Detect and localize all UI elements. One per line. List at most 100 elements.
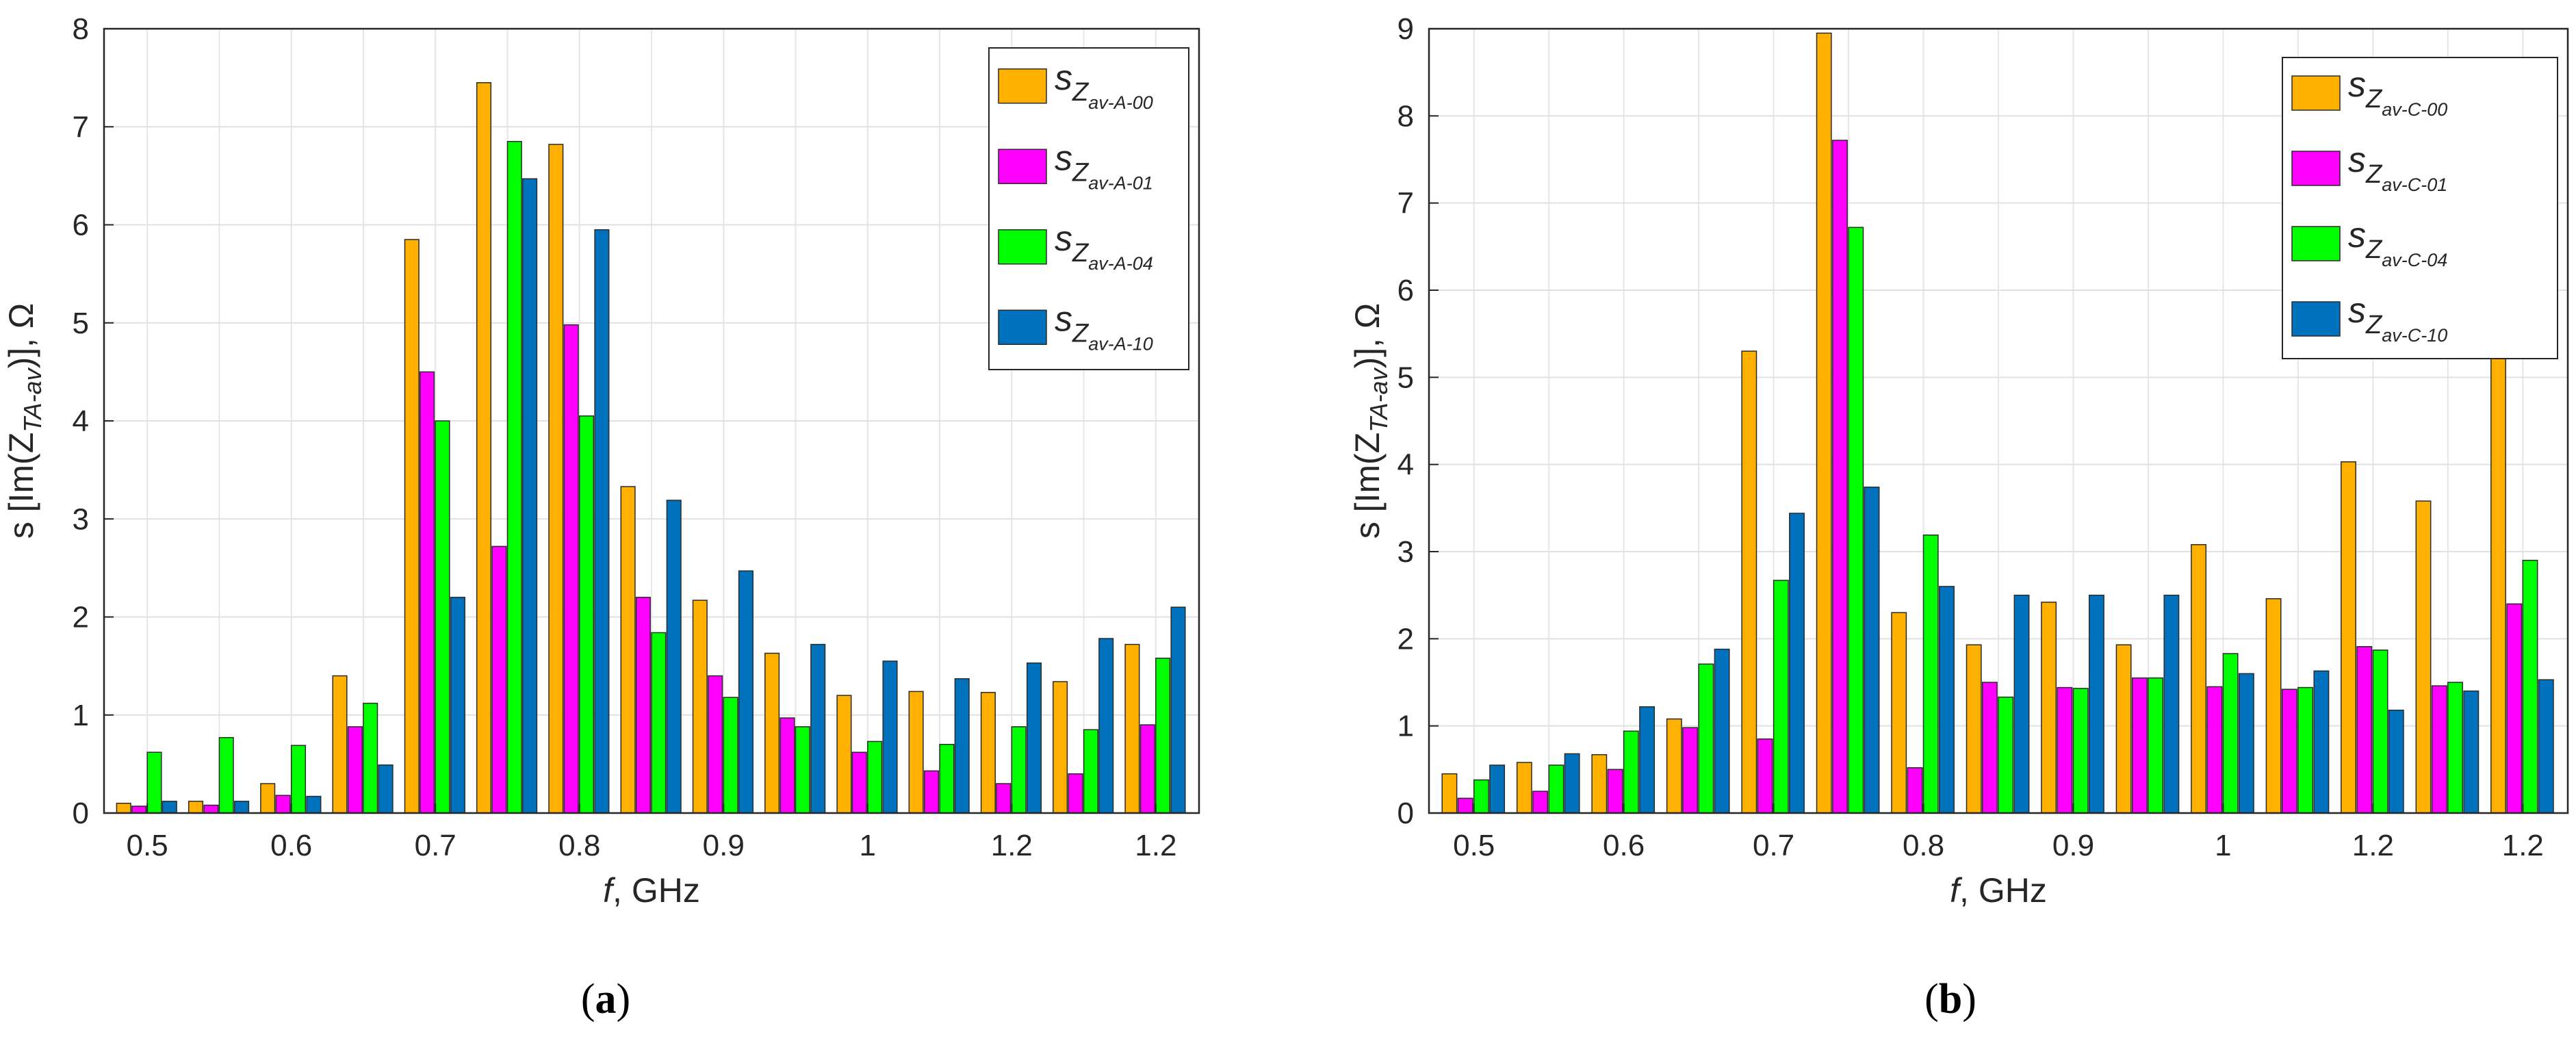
- x-tick-label: 0.8: [558, 829, 600, 862]
- bar: [1789, 513, 1805, 814]
- bar: [1773, 580, 1789, 814]
- bar: [738, 570, 754, 814]
- y-tick-label: 6: [1398, 274, 1414, 307]
- bar: [2447, 682, 2463, 814]
- bar: [450, 597, 465, 814]
- bar: [491, 545, 507, 814]
- bar: [908, 691, 924, 814]
- bar: [1639, 706, 1656, 814]
- y-axis-label: s [Im(ZTA-av)], Ω: [2, 303, 47, 539]
- bar: [1489, 764, 1506, 814]
- y-tick-label: 7: [73, 110, 89, 144]
- bar: [1966, 644, 1982, 814]
- bar: [522, 178, 538, 814]
- y-tick-label: 0: [73, 797, 89, 830]
- x-tick-label: 0.5: [127, 829, 168, 862]
- bar: [1548, 764, 1564, 814]
- y-tick-label: 5: [1398, 361, 1414, 394]
- y-tick-label: 5: [73, 307, 89, 340]
- legend-swatch: [2291, 301, 2341, 337]
- bar: [578, 415, 595, 814]
- bar: [1907, 767, 1923, 814]
- bar: [764, 652, 780, 814]
- bar: [1714, 648, 1730, 814]
- bar: [2372, 649, 2388, 814]
- bar: [404, 239, 420, 814]
- bar: [1068, 773, 1083, 814]
- bar: [2191, 544, 2207, 814]
- bar: [2115, 644, 2132, 814]
- bar: [851, 751, 867, 814]
- x-tick-label: 0.6: [1603, 829, 1645, 862]
- bar: [146, 751, 162, 814]
- y-tick-label: 9: [1398, 12, 1414, 46]
- bar: [2148, 677, 2164, 814]
- axes-frame: [1428, 27, 2569, 814]
- panel-caption: (b): [1924, 976, 1976, 1022]
- bar: [2538, 679, 2554, 814]
- y-tick-label: 0: [1398, 797, 1414, 830]
- bar: [1532, 790, 1549, 814]
- bar: [692, 600, 708, 814]
- bar: [1832, 140, 1848, 814]
- bar: [923, 770, 940, 814]
- bar: [2131, 677, 2148, 814]
- x-tick-label: 0.5: [1453, 829, 1495, 862]
- bar: [1026, 662, 1042, 814]
- y-tick-label: 8: [1398, 99, 1414, 133]
- bar: [954, 678, 970, 814]
- bar: [1848, 227, 1864, 814]
- x-tick-label: 0.8: [1903, 829, 1944, 862]
- bar: [1939, 586, 1955, 814]
- bar: [708, 675, 723, 814]
- bar: [2313, 670, 2330, 814]
- bar: [1666, 718, 1682, 814]
- legend-swatch: [998, 149, 1047, 184]
- x-tick-label: 1.2: [2352, 829, 2394, 862]
- bar: [188, 801, 204, 814]
- legend-entry-label: sZav-C-01: [2348, 140, 2447, 195]
- bar: [347, 726, 363, 814]
- bar: [1981, 682, 1998, 814]
- bar: [2163, 594, 2180, 814]
- bar: [2206, 686, 2223, 814]
- x-tick-label: 0.6: [270, 829, 312, 862]
- bar: [1516, 762, 1532, 814]
- x-tick-label: 1: [860, 829, 876, 862]
- bar: [2356, 646, 2373, 814]
- bar: [2072, 688, 2089, 814]
- bar: [996, 783, 1012, 814]
- legend-swatch: [998, 309, 1047, 345]
- legend-entry-label: sZav-A-04: [1055, 219, 1153, 274]
- bar: [2506, 603, 2523, 814]
- legend-entry-label: sZav-A-01: [1055, 138, 1153, 193]
- bar: [2013, 594, 2030, 814]
- bar: [1623, 730, 1639, 814]
- legend-entry-label: sZav-C-00: [2348, 65, 2447, 120]
- bar: [1922, 535, 1939, 814]
- bar: [635, 597, 651, 814]
- y-tick-label: 2: [1398, 622, 1414, 656]
- legend-entry-label: sZav-A-00: [1055, 58, 1153, 113]
- x-tick-label: 0.7: [415, 829, 456, 862]
- x-tick-label: 0.7: [1753, 829, 1794, 862]
- bar: [1441, 773, 1458, 814]
- bar: [1011, 726, 1027, 814]
- bar: [203, 804, 219, 814]
- bar: [980, 692, 996, 814]
- bar: [2265, 598, 2282, 814]
- x-tick-label: 0.9: [703, 829, 745, 862]
- bar: [378, 764, 394, 814]
- bar: [1891, 612, 1907, 814]
- x-tick-label: 0.9: [2052, 829, 2094, 862]
- bar: [2041, 602, 2057, 814]
- bar: [218, 736, 234, 814]
- bar: [548, 144, 564, 814]
- bar: [116, 802, 131, 814]
- bar: [1998, 696, 2014, 814]
- bar: [2463, 690, 2480, 814]
- bar: [882, 660, 898, 814]
- bar: [363, 702, 378, 814]
- bar: [2222, 653, 2239, 814]
- bar: [476, 82, 492, 814]
